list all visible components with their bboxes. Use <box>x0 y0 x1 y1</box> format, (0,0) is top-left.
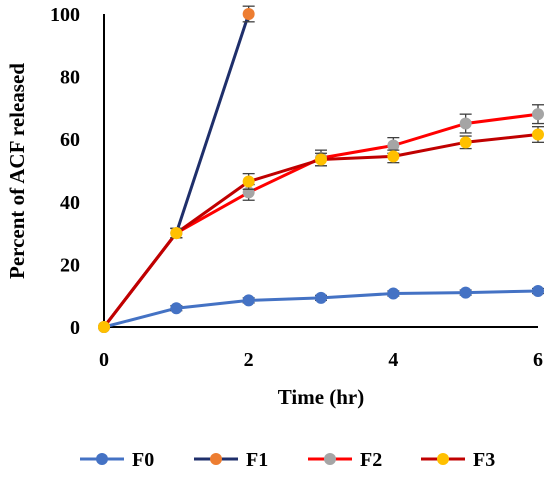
y-axis-title: Percent of ACF released <box>5 63 29 279</box>
x-tick-label: 2 <box>244 349 254 371</box>
data-point <box>242 294 255 307</box>
series-line <box>102 13 251 328</box>
series-f3 <box>98 126 544 333</box>
data-point <box>170 227 183 240</box>
legend-marker <box>324 453 336 465</box>
data-point <box>459 286 472 299</box>
legend-item-f2: F2 <box>308 449 382 471</box>
axes <box>103 14 538 328</box>
data-point <box>532 285 544 298</box>
data-point <box>242 175 255 188</box>
y-tick-label: 0 <box>70 317 80 339</box>
data-point <box>387 150 400 163</box>
legend-marker <box>96 453 108 465</box>
y-tick-label: 80 <box>60 67 80 89</box>
y-tick-label: 40 <box>60 192 80 214</box>
data-point <box>242 8 255 20</box>
data-point <box>532 108 544 121</box>
legend-item-f3: F3 <box>421 449 495 471</box>
legend-label: F0 <box>132 449 154 471</box>
legend-label: F3 <box>473 449 495 471</box>
data-point <box>459 136 472 149</box>
data-point <box>387 139 400 152</box>
data-point <box>315 153 327 166</box>
x-tick-label: 6 <box>533 349 543 371</box>
y-tick-label: 60 <box>60 129 80 151</box>
series-f0 <box>98 285 544 333</box>
y-tick-label: 100 <box>50 4 80 26</box>
legend-label: F1 <box>246 449 268 471</box>
y-tick-label: 20 <box>60 254 80 276</box>
legend: F0 F1 F2 F3 <box>80 449 495 471</box>
y-tick-labels: 0 20 40 60 80 100 <box>50 4 80 339</box>
legend-marker <box>437 453 449 465</box>
x-tick-labels: 0 2 4 6 <box>99 349 543 371</box>
x-tick-label: 0 <box>99 349 109 371</box>
data-point <box>387 287 400 300</box>
legend-label: F2 <box>360 449 382 471</box>
legend-item-f0: F0 <box>80 449 154 471</box>
legend-item-f1: F1 <box>194 449 268 471</box>
legend-marker <box>210 453 222 465</box>
plot-series <box>98 5 544 333</box>
data-point <box>98 321 110 333</box>
series-f1 <box>98 5 255 333</box>
data-point <box>170 302 183 315</box>
data-point <box>315 291 327 304</box>
data-point <box>532 128 544 141</box>
data-point <box>459 117 472 130</box>
x-axis-title: Time (hr) <box>278 385 365 409</box>
x-tick-label: 4 <box>388 349 398 371</box>
